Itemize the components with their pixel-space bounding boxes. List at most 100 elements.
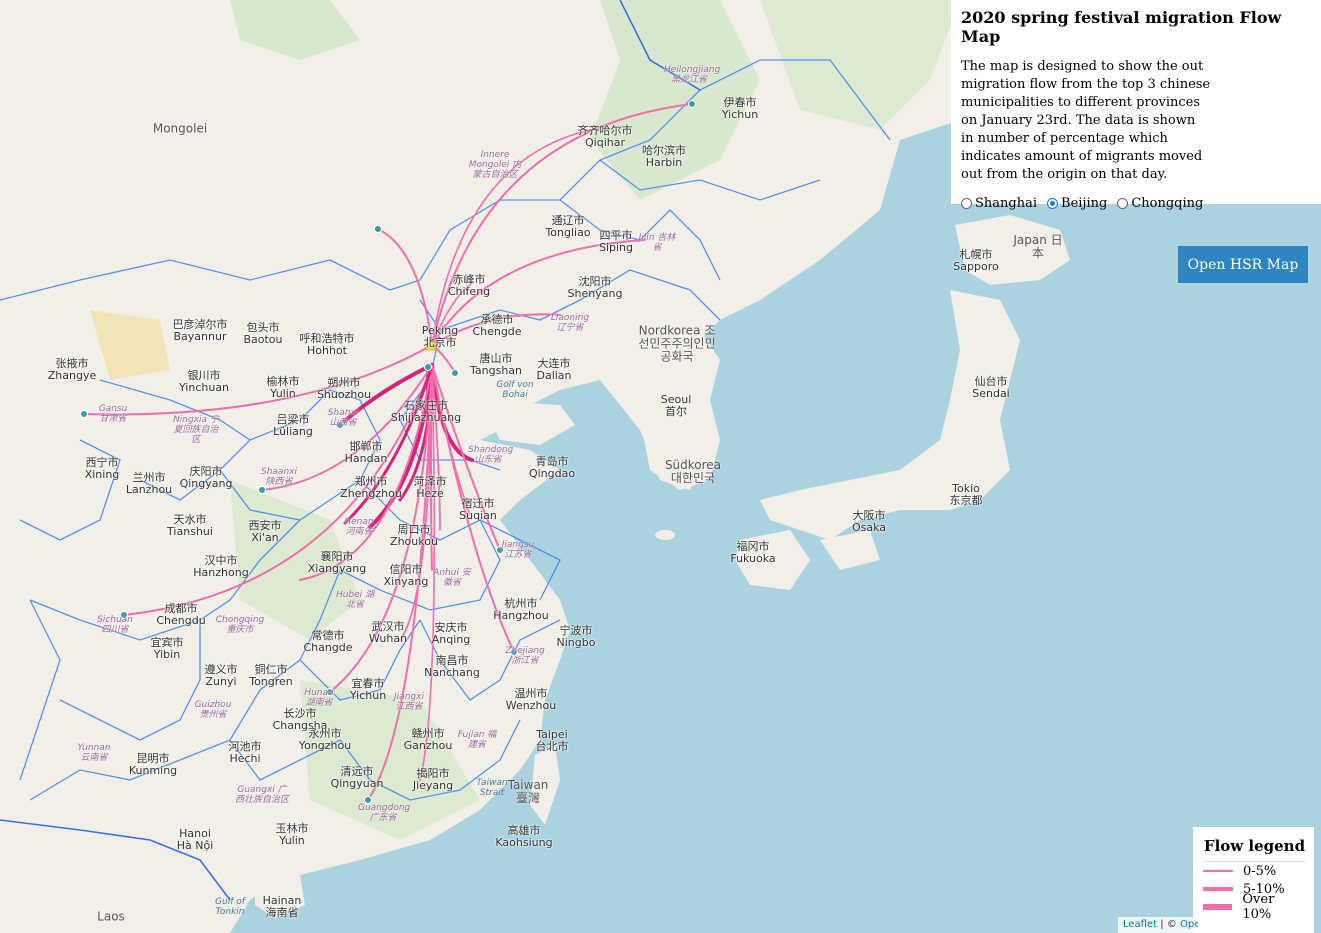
province-label: Ningxia 宁夏回族自治区 (173, 415, 219, 445)
province-label: Jilin 吉林省 (638, 233, 676, 253)
city-label: 西宁市 Xining (84, 456, 120, 481)
flow-qiqihar (431, 129, 591, 346)
city-label: 河池市 Hechi (228, 740, 262, 765)
legend-line-medium (1203, 887, 1233, 891)
province-label: Jiangsu 江苏省 (501, 540, 535, 560)
province-label: Guangdong 广东省 (358, 803, 411, 823)
legend-item: Over 10% (1203, 892, 1306, 922)
city-label: 揭阳市 Jieyang (412, 767, 454, 792)
city-label: 周口市 Zhoukou (390, 523, 438, 548)
leaflet-link[interactable]: Leaflet (1123, 919, 1158, 930)
flow-zhoukou (431, 364, 441, 531)
city-label: 永州市 Yongzhou (298, 727, 352, 752)
city-label: 信阳市 Xinyang (383, 563, 429, 588)
province-label: Chongqing 重庆市 (215, 615, 265, 635)
radio-beijing[interactable]: Beijing (1047, 196, 1107, 211)
city-label: 成都市 Chengdu (156, 602, 206, 627)
flow-fujian (419, 364, 436, 781)
city-label: Tokio 东京都 (949, 482, 983, 507)
japan-land (760, 290, 1020, 540)
region-label: Nordkorea 조선민주주의인민공화국 (638, 323, 716, 364)
city-label: 宜春市 Yichun (349, 677, 387, 702)
city-label: 庆阳市 Qingyang (179, 465, 233, 490)
region-label: Südkorea 대한민국 (664, 458, 722, 485)
flow-jilin (431, 239, 646, 346)
city-label: Taipei 台北市 (535, 728, 569, 753)
city-label: 包头市 Baotou (243, 321, 283, 346)
legend-line-thick (1203, 904, 1233, 910)
province-label: Guangxi 广西壮族自治区 (234, 785, 289, 805)
flow-heilongjiang (431, 103, 693, 346)
region-label: Hanoi Hà Nội (176, 827, 214, 852)
province-label: Zhejiang 浙江省 (505, 646, 545, 666)
city-label: 郑州市 Zhengzhou (340, 475, 402, 500)
city-label: 巴彦淖尔市 Bayannur (172, 318, 228, 343)
city-label: 呼和浩特市 Hohhot (299, 332, 355, 357)
open-hsr-map-button[interactable]: Open HSR Map (1178, 246, 1308, 283)
city-label: 赤峰市 Chifeng (447, 273, 491, 298)
city-label: 武汉市 Wuhan (368, 620, 408, 645)
flow-hunan (329, 364, 433, 693)
city-label: 石家庄市 Shijiazhuang (390, 399, 462, 424)
sea-label: Taiwan Strait (476, 778, 508, 798)
flow-shaanxi (261, 364, 433, 491)
province-label: Anhui 安徽省 (433, 568, 471, 588)
flow-jiangsu (431, 364, 501, 551)
legend-title: Flow legend (1203, 837, 1306, 862)
province-label: Innere Mongolei 内蒙古自治区 (468, 150, 522, 180)
city-label: 宁波市 Ningbo (556, 624, 596, 649)
province-label: Shandong 山东省 (468, 445, 514, 465)
flow-yellow (431, 364, 471, 516)
city-label: 榆林市 Yulin (266, 375, 300, 400)
city-label: 银川市 Yinchuan (178, 369, 230, 394)
radio-beijing-circle[interactable] (1047, 198, 1059, 209)
city-label: 哈尔滨市 Harbin (642, 144, 686, 169)
city-label: 青岛市 Qingdao (528, 455, 576, 480)
city-label: Hainan 海南省 (262, 894, 302, 919)
city-label: 承德市 Chengde (472, 313, 522, 338)
city-label: Seoul 首尔 (660, 393, 692, 418)
radio-chongqing-circle[interactable] (1117, 198, 1129, 209)
city-label: 宜宾市 Yibin (150, 636, 184, 661)
province-label: Sichuan 四川省 (97, 615, 133, 635)
city-label: 南昌市 Nanchang (424, 654, 480, 679)
province-label: Shanxi 山西省 (327, 408, 359, 428)
flow-shanxi (338, 363, 434, 427)
city-label: 昆明市 Kunming (128, 752, 178, 777)
radio-chongqing[interactable]: Chongqing (1117, 196, 1203, 211)
province-label: Guizhou 贵州省 (194, 700, 232, 720)
panel-description: The map is designed to show the out migr… (961, 59, 1211, 182)
city-label: 常德市 Changde (303, 629, 353, 654)
flow-henan-3 (343, 363, 434, 525)
flow-legend: Flow legend 0-5% 5-10% Over 10% (1193, 827, 1314, 933)
region-label: Japan 日本 (1013, 233, 1063, 260)
city-label: 齐齐哈尔市 Qiqihar (577, 124, 633, 149)
radio-shanghai-circle[interactable] (961, 198, 972, 209)
city-label: 温州市 Wenzhou (505, 687, 557, 712)
legend-item: 5-10% (1203, 880, 1306, 898)
city-label: 通辽市 Tongliao (545, 214, 591, 239)
city-label: 高雄市 Kaohsiung (495, 824, 553, 849)
sea-label: Golf von Bohai (496, 380, 534, 400)
flow-inner-mongolia-w (377, 228, 433, 346)
province-label: Liaoning 辽宁省 (550, 313, 590, 333)
province-label: Shaanxi 陕西省 (261, 467, 297, 487)
city-label: 玉林市 Yulin (275, 822, 309, 847)
radio-shanghai[interactable]: Shanghai (961, 196, 1037, 211)
city-label: 伊春市 Yichun (721, 96, 759, 121)
province-label: Henan 河南省 (344, 517, 374, 537)
city-label: 札幌市 Sapporo (953, 248, 999, 273)
province-label: Yunnan 云南省 (77, 743, 111, 763)
flow-henan (368, 363, 434, 529)
map-attribution: Leaflet | © OpenStreetMap (1118, 917, 1198, 933)
city-label: 汉中市 Hanzhong (193, 554, 249, 579)
osm-link[interactable]: OpenStreetMap (1179, 919, 1198, 930)
origin-selector: Shanghai Beijing Chongqing (961, 196, 1311, 211)
city-label: 四平市 Siping (598, 229, 634, 254)
city-label: 西安市 Xi'an (248, 519, 282, 544)
region-label: Taiwan 臺灣 (507, 778, 549, 805)
city-label: 襄阳市 Xiangyang (307, 550, 367, 575)
city-label: 安庆市 Anqing (431, 621, 471, 646)
city-label: 天水市 Tianshui (167, 513, 213, 538)
legend-line-thin (1203, 870, 1233, 872)
